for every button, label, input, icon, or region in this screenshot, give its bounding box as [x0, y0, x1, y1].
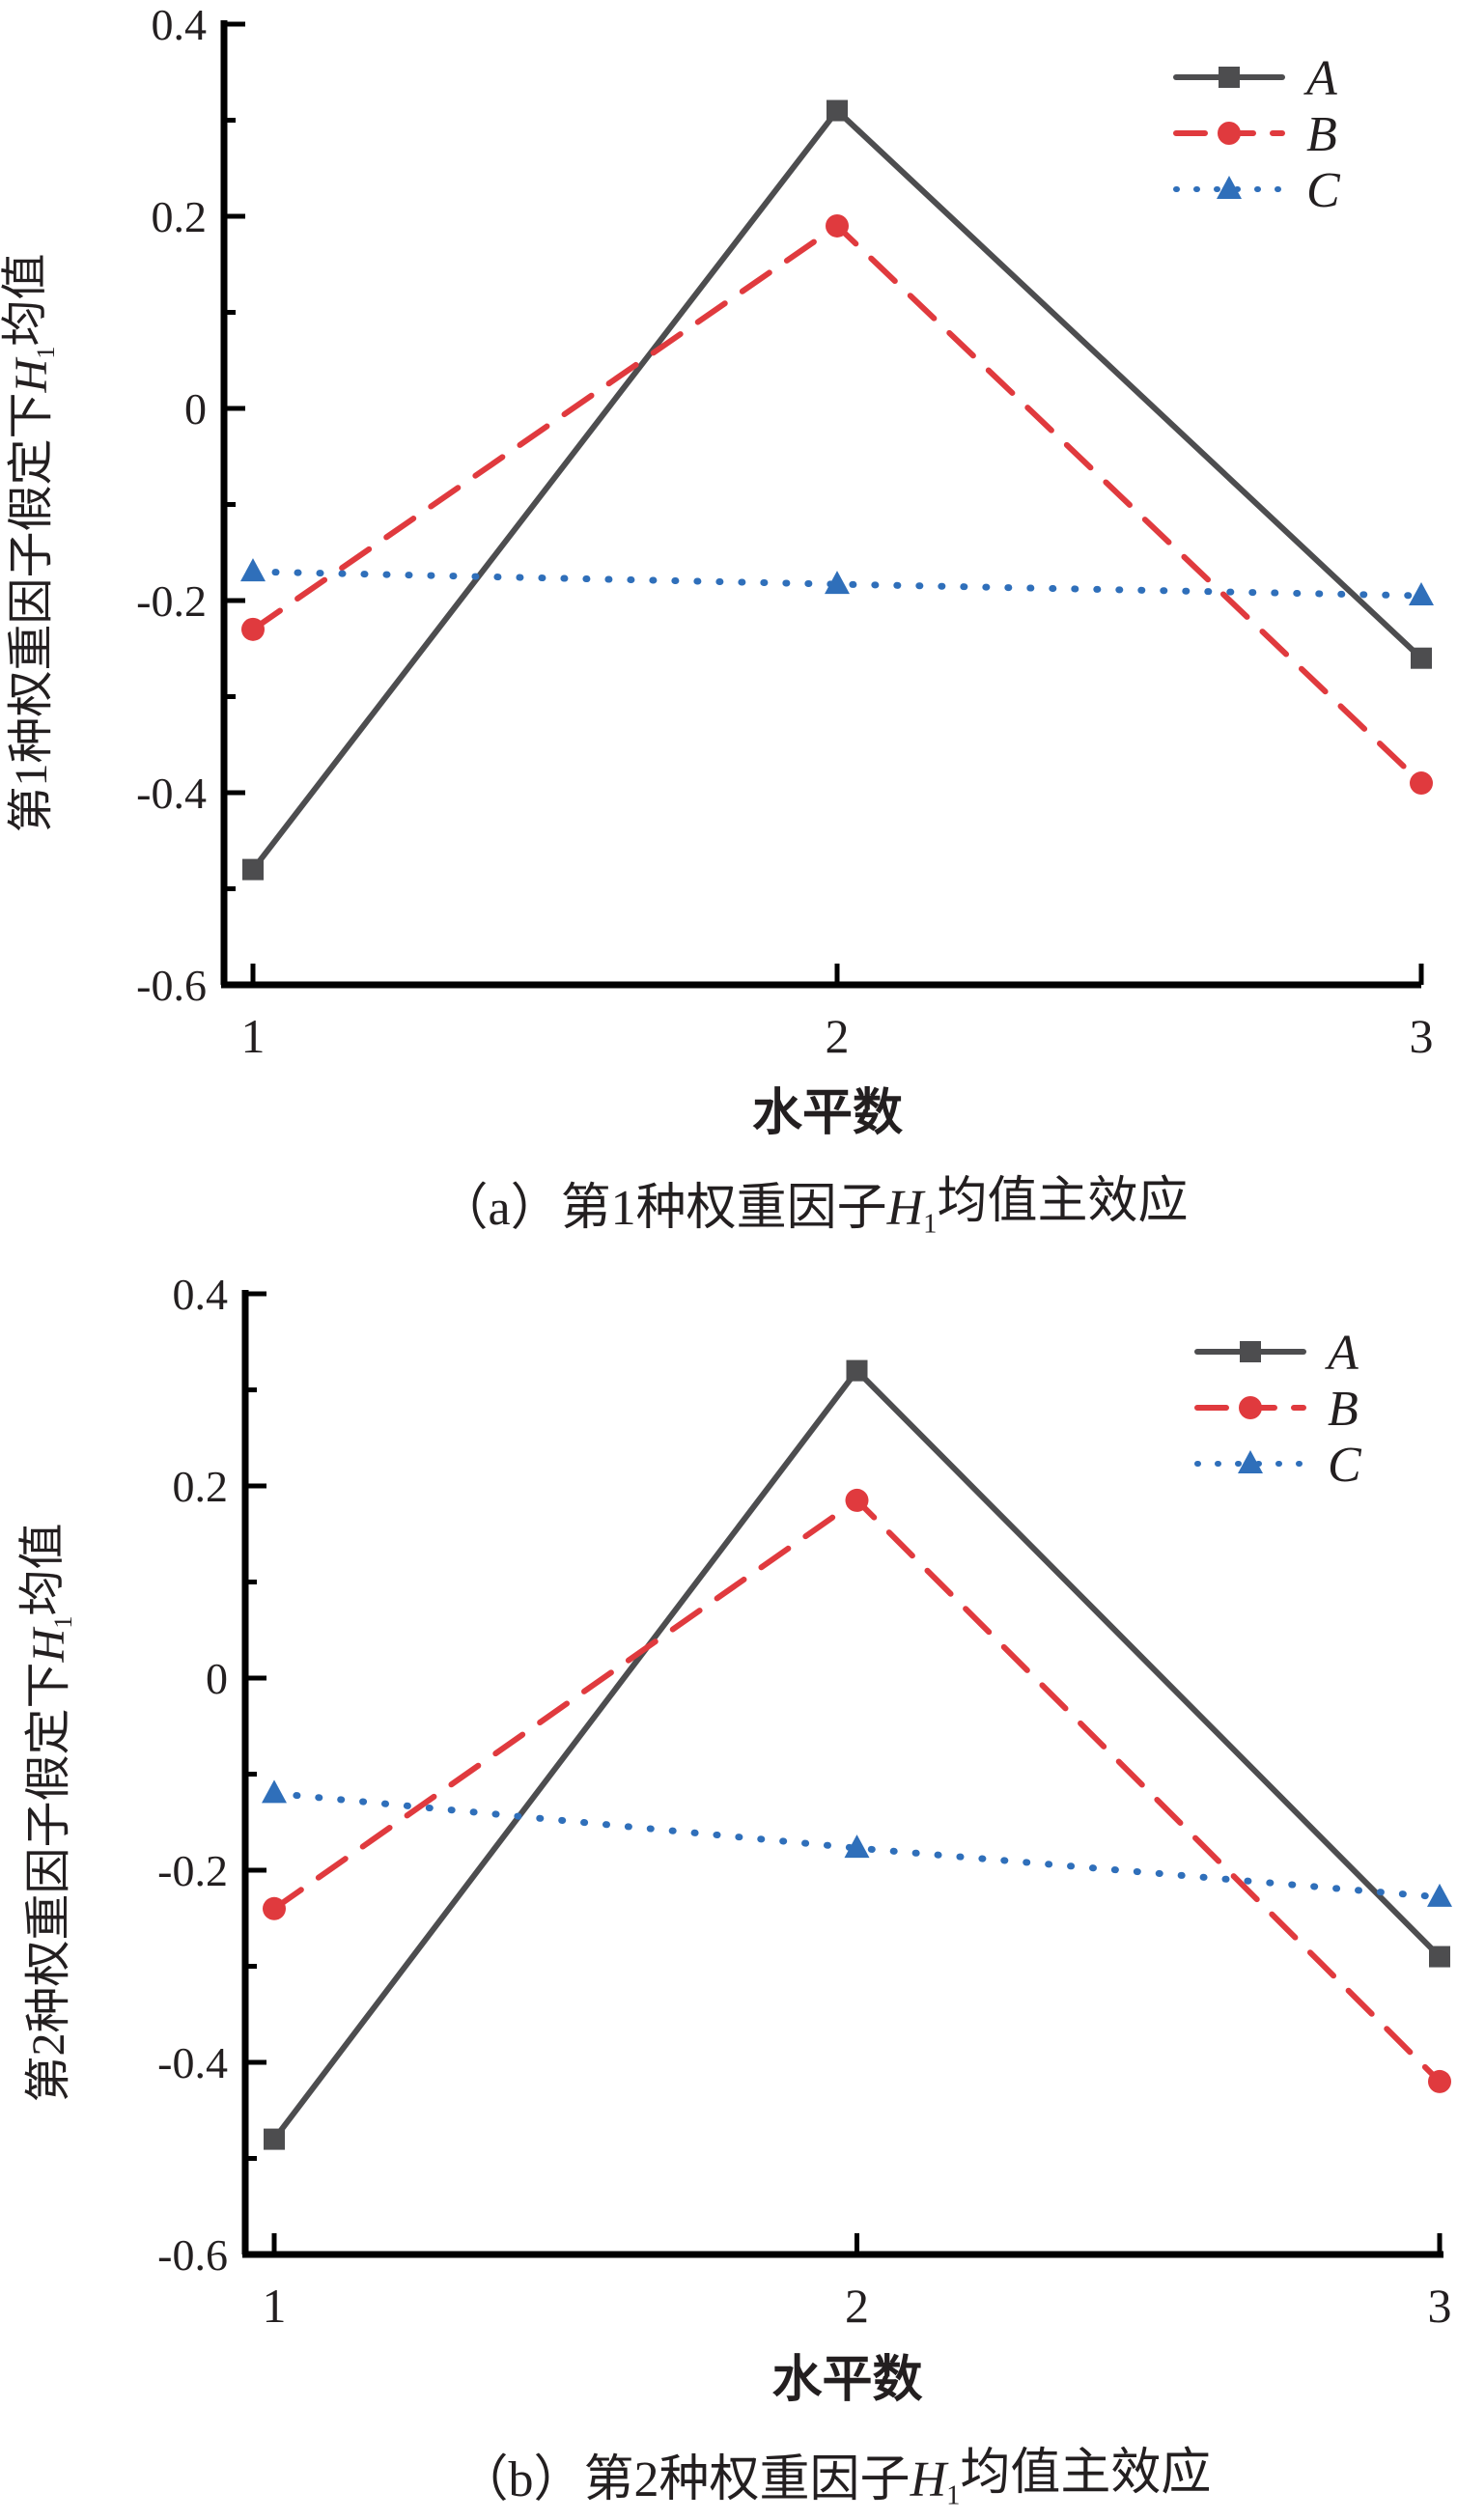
legend-marker: [1217, 176, 1242, 199]
label-prefix: （b）第2种权重因子: [459, 2452, 911, 2507]
data-point-C: [825, 571, 850, 595]
label-prefix: （a）第1种权重因子: [438, 1181, 887, 1236]
data-point-B: [1410, 771, 1433, 796]
legend-label: B: [1306, 107, 1337, 162]
legend-item-A: A: [1194, 1326, 1359, 1381]
x-tick-label: 1: [263, 2279, 287, 2333]
series-A: [264, 1359, 1450, 2150]
label-suffix: 均值: [17, 1524, 69, 1616]
label-variable: H: [23, 1626, 74, 1663]
label-suffix: 均值主效应: [937, 1174, 1188, 1229]
y-tick-label: 0.4: [152, 0, 208, 49]
label-variable: H: [886, 1181, 926, 1236]
label-subscript: 1: [48, 1616, 77, 1629]
y-tick-label: 0.2: [173, 1462, 229, 1511]
legend-label: A: [1325, 1326, 1359, 1381]
y-tick-label: -0.6: [136, 961, 207, 1010]
data-point-A: [1429, 1946, 1450, 1968]
legend-marker: [1238, 1450, 1263, 1473]
y-axis-label: 第2种权重因子假定下H1均值: [17, 1524, 77, 2103]
y-tick-label: -0.4: [136, 769, 207, 818]
data-point-C: [1427, 1883, 1452, 1907]
figure-caption: （a）第1种权重因子H1均值主效应: [438, 1174, 1189, 1240]
legend-marker: [1218, 122, 1241, 145]
y-tick-label: 0.2: [152, 192, 208, 241]
legend-label: B: [1328, 1382, 1359, 1437]
label-subscript: 1: [946, 2481, 960, 2511]
data-point-C: [262, 1779, 287, 1804]
legend-item-C: C: [1173, 163, 1341, 218]
data-point-B: [263, 1896, 286, 1920]
label-suffix: 均值: [0, 254, 51, 347]
chart-b: -0.6-0.4-0.200.20.41 2 3水平数第2种权重因子假定下H1均值（…: [17, 1270, 1452, 2511]
legend-marker: [1239, 1396, 1262, 1419]
data-point-B: [826, 213, 849, 238]
series-C: [240, 558, 1434, 606]
data-point-A: [1411, 647, 1432, 669]
label-variable: H: [910, 2452, 949, 2507]
series-B: [263, 1488, 1451, 2093]
y-tick-label: 0.4: [173, 1270, 229, 1319]
series-line-A: [271, 1366, 1443, 2142]
data-point-C: [844, 1834, 870, 1859]
label-subscript: 1: [31, 347, 60, 359]
legend-item-B: B: [1194, 1382, 1359, 1437]
label-suffix: 均值主效应: [960, 2446, 1211, 2501]
y-tick-label: 0: [184, 384, 207, 434]
series-line-C: [249, 568, 1425, 600]
y-tick-label: -0.4: [157, 2038, 228, 2087]
chart-a: -0.6-0.4-0.200.20.41 2 3水平数第1种权重因子假定下H1均值（…: [0, 0, 1434, 1240]
y-tick-label: -0.2: [136, 576, 207, 626]
label-prefix: 第2种权重因子假定下: [23, 1662, 74, 2102]
data-point-A: [846, 1359, 868, 1382]
y-tick-label: 0: [206, 1654, 228, 1703]
series-B: [241, 213, 1433, 796]
y-axis-label: 第1种权重因子假定下H1均值: [0, 254, 60, 833]
figure-caption: （b）第2种权重因子H1均值主效应: [459, 2446, 1212, 2511]
x-tick-label: 3: [1410, 1009, 1434, 1063]
data-point-A: [827, 99, 848, 122]
label-variable: H: [6, 356, 57, 393]
y-tick-label: -0.6: [157, 2230, 228, 2280]
series-line-B: [250, 222, 1424, 787]
series-A: [242, 99, 1432, 881]
legend-label: C: [1306, 163, 1341, 218]
x-tick-label: 2: [826, 1009, 850, 1063]
data-point-A: [242, 858, 264, 881]
data-point-C: [1409, 582, 1434, 606]
legend-item-B: B: [1173, 107, 1337, 162]
legend-item-C: C: [1194, 1438, 1362, 1493]
legend-label: A: [1303, 51, 1337, 106]
series-line-B: [271, 1497, 1443, 2085]
data-point-C: [240, 558, 266, 582]
x-axis-label: 水平数: [771, 2352, 922, 2408]
data-point-A: [264, 2128, 285, 2150]
data-point-B: [845, 1488, 869, 1512]
legend-item-A: A: [1173, 51, 1337, 106]
x-tick-label: 3: [1428, 2279, 1452, 2333]
x-tick-label: 2: [845, 2279, 869, 2333]
series-C: [262, 1779, 1452, 1907]
data-point-B: [1428, 2069, 1451, 2093]
legend-label: C: [1328, 1438, 1362, 1493]
label-prefix: 第1种权重因子假定下: [6, 392, 57, 832]
x-axis-label: 水平数: [752, 1085, 903, 1141]
legend-marker: [1219, 67, 1240, 88]
label-subscript: 1: [923, 1210, 937, 1240]
legend-marker: [1240, 1341, 1261, 1362]
data-point-B: [241, 617, 265, 641]
x-tick-label: 1: [241, 1009, 266, 1063]
series-line-C: [270, 1789, 1443, 1901]
y-tick-label: -0.2: [157, 1846, 228, 1895]
